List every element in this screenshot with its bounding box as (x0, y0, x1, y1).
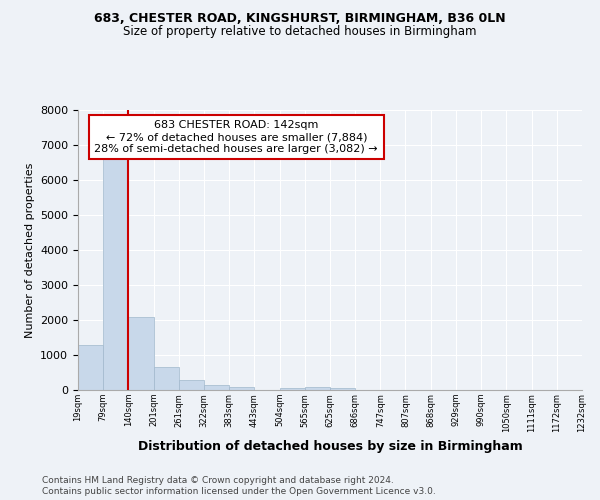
Text: Contains public sector information licensed under the Open Government Licence v3: Contains public sector information licen… (42, 488, 436, 496)
Bar (103, 159, 128, 390)
Text: Contains HM Land Registry data © Crown copyright and database right 2024.: Contains HM Land Registry data © Crown c… (42, 476, 394, 485)
Bar (128, 316, 154, 390)
Bar (179, 380, 204, 390)
Bar (154, 367, 179, 390)
Bar (280, 388, 305, 390)
Bar (78, 344, 103, 390)
Bar (330, 388, 355, 390)
Y-axis label: Number of detached properties: Number of detached properties (25, 162, 35, 338)
Text: 683 CHESTER ROAD: 142sqm
← 72% of detached houses are smaller (7,884)
28% of sem: 683 CHESTER ROAD: 142sqm ← 72% of detach… (94, 120, 378, 154)
Bar (204, 385, 229, 390)
X-axis label: Distribution of detached houses by size in Birmingham: Distribution of detached houses by size … (137, 440, 523, 453)
Text: Size of property relative to detached houses in Birmingham: Size of property relative to detached ho… (123, 25, 477, 38)
Bar (229, 387, 254, 390)
Bar (305, 386, 330, 390)
Text: 683, CHESTER ROAD, KINGSHURST, BIRMINGHAM, B36 0LN: 683, CHESTER ROAD, KINGSHURST, BIRMINGHA… (94, 12, 506, 26)
